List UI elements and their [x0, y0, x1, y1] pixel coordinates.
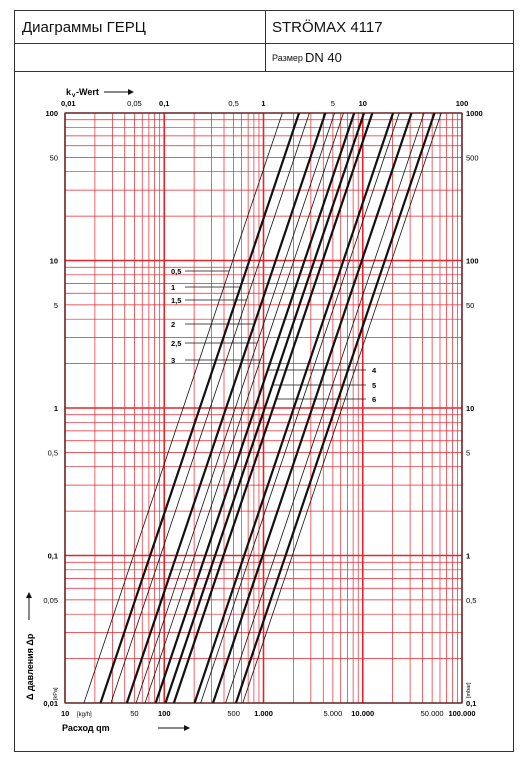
series-label-1-5: 1,5: [171, 296, 181, 305]
x-tick-label: 50: [130, 709, 138, 718]
kv-axis-title: k: [66, 87, 72, 97]
series-line-1-5: [110, 113, 310, 703]
flow-line: [242, 113, 442, 703]
x-tick-label: 10.000: [351, 709, 374, 718]
x-tick-label: 50.000: [421, 709, 444, 718]
size-label: Размер: [272, 53, 303, 63]
y-tick-label: 5: [54, 301, 58, 310]
y-unit-label-left: [kPa]: [53, 687, 59, 700]
product-name: STRÖMAX 4117: [272, 19, 383, 36]
y-tick-label-right: 100: [466, 257, 479, 266]
kv-axis-title-sub: v: [72, 93, 76, 99]
y-axis-arrowhead: [26, 592, 32, 598]
kv-tick-label: 0,5: [228, 99, 238, 108]
x-tick-label: 100.000: [448, 709, 475, 718]
flow-line: [225, 113, 425, 703]
plot-border: [64, 112, 463, 704]
series-line-3: [144, 113, 344, 703]
series-line-0-5: [83, 113, 283, 703]
flow-line: [193, 113, 395, 703]
header-product-cell: [265, 10, 514, 44]
header-title-cell: [14, 10, 266, 44]
x-tick-label: 5.000: [323, 709, 342, 718]
y-tick-label: 10: [50, 257, 58, 266]
y-axis-title: Δ давления Δp: [25, 633, 35, 700]
series-label-6: 6: [372, 395, 376, 404]
series-label-1: 1: [171, 283, 175, 292]
y-tick-label: 0,1: [48, 552, 58, 561]
series-label-4: 4: [372, 366, 377, 375]
y-tick-label: 1: [54, 404, 58, 413]
series-label-2: 2: [171, 320, 175, 329]
x-tick-label: 10: [61, 709, 69, 718]
flow-line: [211, 113, 413, 703]
series-line-5: [164, 113, 366, 703]
series-label-0-5: 0,5: [171, 267, 181, 276]
y-tick-label: 50: [50, 153, 58, 162]
header-size-cell: [265, 43, 514, 72]
kv-tick-label: 1: [261, 99, 265, 108]
y-tick-label-right: 5: [466, 448, 470, 457]
x-tick-label: 100: [158, 709, 171, 718]
kv-tick-label: 0,05: [127, 99, 142, 108]
series-line-1: [99, 113, 301, 703]
y-tick-label-right: 50: [466, 301, 474, 310]
y-tick-label-right: 500: [466, 153, 479, 162]
page-title: Диаграммы ГЕРЦ: [22, 19, 146, 36]
series-label-5: 5: [372, 381, 376, 390]
x-tick-label: 500: [227, 709, 240, 718]
y-tick-label-right: 0,1: [466, 699, 476, 708]
y-tick-label: 100: [45, 109, 58, 118]
y-tick-label: 0,01: [43, 699, 58, 708]
kv-tick-label: 0,01: [61, 99, 76, 108]
y-tick-label-right: 1: [466, 552, 470, 561]
size-value: DN 40: [305, 50, 342, 65]
x-axis-title: Расход qm: [62, 723, 110, 733]
series-label-3: 3: [171, 356, 175, 365]
series-line-2: [125, 113, 327, 703]
series-label-2-5: 2,5: [171, 339, 181, 348]
sheet-frame: [14, 10, 514, 752]
kv-axis-title-rest: -Wert: [76, 87, 99, 97]
flow-line: [234, 113, 436, 703]
kv-tick-label: 0,1: [159, 99, 169, 108]
x-tick-label: 1.000: [254, 709, 273, 718]
kv-tick-label: 10: [359, 99, 367, 108]
y-tick-label-right: 0,5: [466, 596, 476, 605]
y-unit-label-right: [mbar]: [466, 682, 472, 698]
header-empty-cell: [14, 43, 266, 72]
kv-tick-label: 100: [456, 99, 469, 108]
series-line-6: [172, 113, 374, 703]
y-tick-label: 0,5: [48, 448, 58, 457]
kv-tick-label: 5: [331, 99, 335, 108]
x-axis-arrowhead: [184, 725, 190, 731]
series-line-2-5: [135, 113, 335, 703]
flow-line: [200, 113, 400, 703]
series-line-4: [154, 113, 356, 703]
y-tick-label-right: 1000: [466, 109, 483, 118]
x-unit-label: [kg/h]: [77, 712, 92, 718]
y-tick-label: 0,05: [43, 596, 58, 605]
y-tick-label-right: 10: [466, 404, 474, 413]
kv-axis-arrowhead: [128, 89, 134, 95]
